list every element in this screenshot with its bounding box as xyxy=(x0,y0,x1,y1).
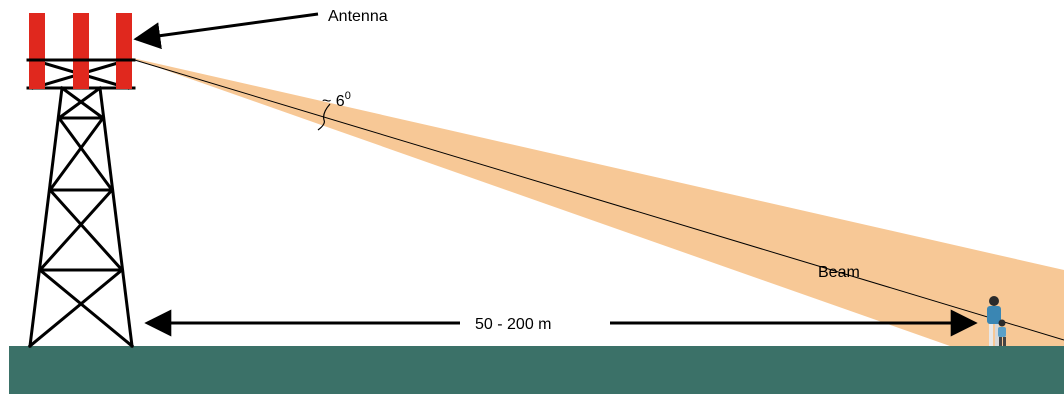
antenna-panel-right xyxy=(116,13,132,89)
lattice-tower-icon xyxy=(26,58,136,349)
people-icon xyxy=(987,296,1006,346)
antenna-label: Antenna xyxy=(328,8,388,25)
beam-center-line xyxy=(127,57,1064,341)
antenna-panels-icon xyxy=(29,13,132,89)
ground xyxy=(9,346,1064,394)
angle-label: ~ 60 xyxy=(322,90,351,110)
antenna-panel-middle xyxy=(73,13,89,89)
beam-cone xyxy=(128,57,1064,346)
antenna-pointer-arrow xyxy=(133,12,319,50)
angle-arc xyxy=(317,103,331,131)
antenna-panel-left xyxy=(29,13,45,89)
beam-label: Beam xyxy=(818,264,860,281)
distance-label: 50 - 200 m xyxy=(475,316,551,333)
